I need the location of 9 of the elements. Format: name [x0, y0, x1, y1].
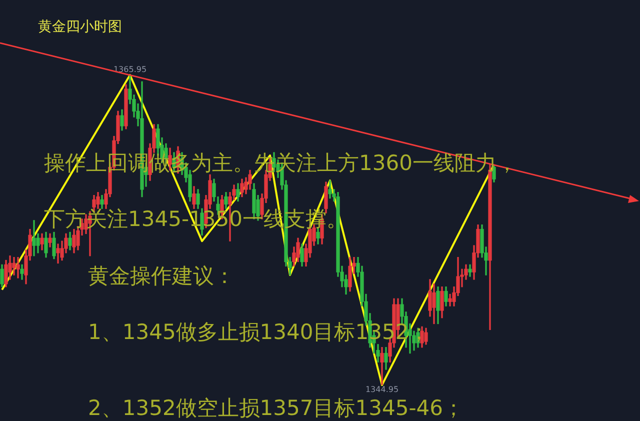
annotation: 1365.95	[113, 65, 147, 74]
candlestick	[32, 220, 36, 256]
candlestick	[56, 244, 60, 264]
annotation: 黄金操作建议：	[88, 264, 235, 288]
text: 2、1352做空止损1357目标1345-46；	[88, 396, 464, 420]
candlestick	[16, 256, 20, 278]
candlestick	[380, 347, 384, 385]
annotation: 1344.95	[365, 385, 399, 394]
chart-title: 黄金四小时图	[38, 18, 122, 36]
